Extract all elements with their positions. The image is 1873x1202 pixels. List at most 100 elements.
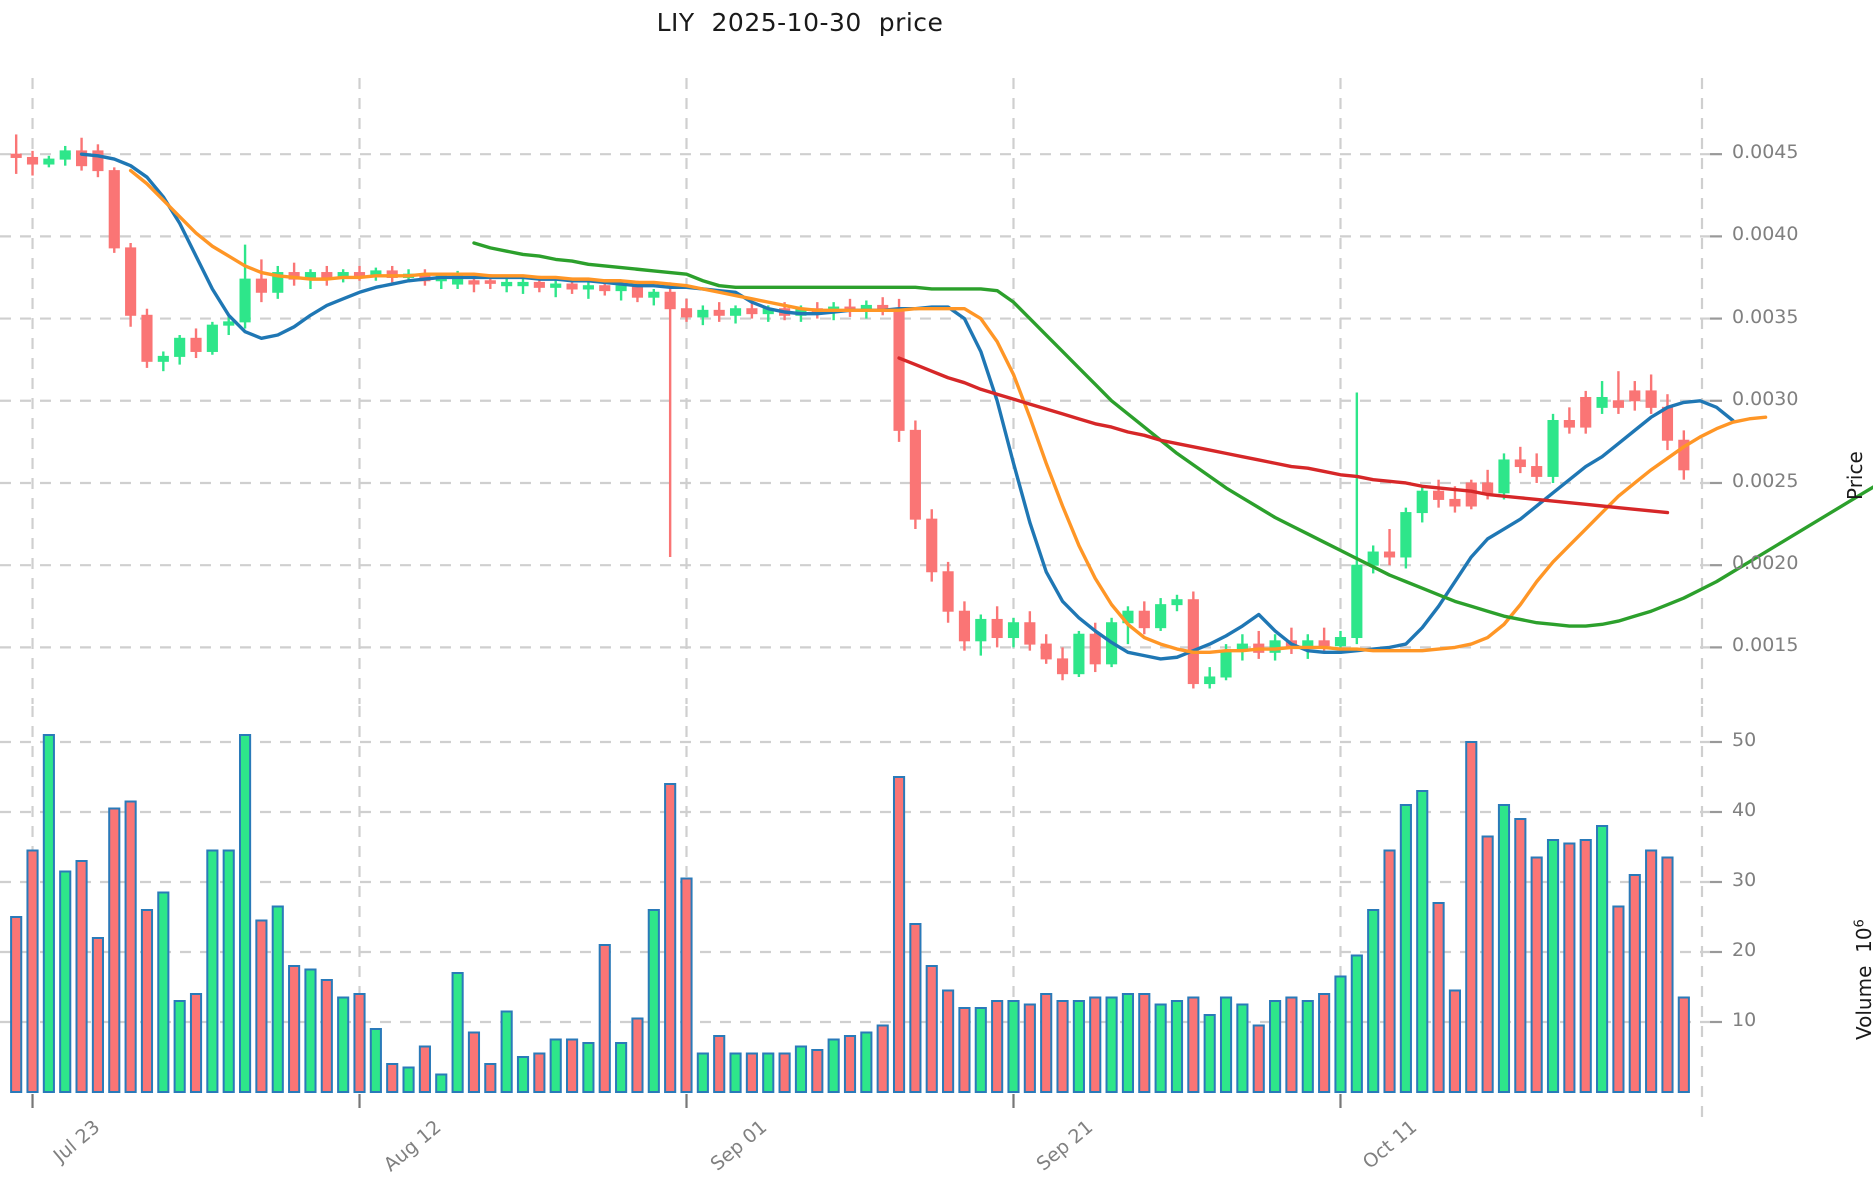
ma-line bbox=[128, 168, 1768, 655]
candle-body bbox=[1040, 643, 1052, 660]
volume-bar bbox=[974, 1007, 987, 1093]
volume-bar bbox=[1138, 993, 1151, 1093]
candle-body bbox=[1580, 396, 1592, 428]
candle-body bbox=[1433, 490, 1445, 500]
candle-body bbox=[1400, 512, 1412, 558]
volume-bar bbox=[1350, 954, 1363, 1093]
volume-bar bbox=[925, 965, 938, 1093]
volume-bar bbox=[664, 783, 677, 1093]
candle-body bbox=[501, 281, 513, 287]
volume-bar bbox=[1301, 1000, 1314, 1093]
volume-bar bbox=[1514, 818, 1527, 1093]
candle-body bbox=[1220, 650, 1232, 678]
volume-bar bbox=[1546, 839, 1560, 1093]
volume-bar bbox=[1677, 996, 1690, 1093]
volume-bar bbox=[565, 1038, 579, 1093]
volume-axis-exp: 6 bbox=[1852, 919, 1868, 928]
volume-bar bbox=[1448, 989, 1462, 1093]
volume-bar bbox=[140, 909, 154, 1093]
volume-bar bbox=[533, 1052, 546, 1093]
candle-body bbox=[239, 278, 251, 323]
volume-bar bbox=[827, 1038, 840, 1093]
volume-bar bbox=[1465, 741, 1478, 1093]
volume-tick-label: 40 bbox=[1732, 799, 1757, 821]
candle-body bbox=[1007, 622, 1020, 639]
volume-bar bbox=[860, 1031, 873, 1093]
volume-bar bbox=[1661, 856, 1674, 1093]
candle-body bbox=[255, 278, 267, 293]
candle-body bbox=[680, 308, 693, 318]
candle-body bbox=[1678, 439, 1690, 471]
volume-bar bbox=[1563, 842, 1576, 1093]
volume-bar bbox=[1416, 790, 1429, 1093]
candle-body bbox=[893, 308, 905, 431]
volume-bar bbox=[418, 1045, 431, 1093]
candle-body bbox=[958, 610, 971, 642]
candle-body bbox=[1351, 564, 1363, 639]
volume-bar bbox=[1612, 905, 1625, 1093]
volume-bar bbox=[157, 891, 170, 1093]
candle-body bbox=[991, 618, 1003, 639]
candle-body bbox=[59, 150, 71, 160]
candle-body bbox=[746, 308, 758, 315]
volume-bar bbox=[10, 916, 23, 1093]
candle-body bbox=[550, 283, 562, 288]
candle-body bbox=[1449, 498, 1461, 507]
volume-bar bbox=[484, 1063, 497, 1093]
candle-body bbox=[1073, 633, 1085, 675]
candle-body bbox=[909, 429, 921, 520]
price-tick-label: 0.0025 bbox=[1732, 469, 1799, 492]
volume-bar bbox=[1367, 909, 1380, 1093]
volume-bar bbox=[696, 1052, 709, 1093]
volume-bar bbox=[1269, 1000, 1282, 1093]
candle-body bbox=[26, 156, 39, 165]
volume-bar bbox=[1285, 996, 1298, 1093]
candle-body bbox=[664, 291, 676, 310]
volume-bar bbox=[467, 1031, 481, 1093]
volume-bar bbox=[631, 1017, 644, 1093]
candle-body bbox=[272, 272, 284, 293]
volume-bar bbox=[680, 877, 693, 1093]
volume-bar bbox=[516, 1056, 530, 1093]
volume-bar bbox=[91, 937, 104, 1093]
candle-body bbox=[631, 285, 644, 298]
volume-bar bbox=[206, 849, 219, 1093]
candle-body bbox=[1612, 400, 1624, 408]
volume-bar bbox=[1399, 804, 1412, 1093]
volume-bar bbox=[1089, 996, 1102, 1093]
volume-bar bbox=[1530, 856, 1543, 1093]
volume-bar bbox=[745, 1052, 758, 1093]
candle-body bbox=[1155, 604, 1167, 629]
volume-bar bbox=[811, 1049, 824, 1093]
candle-body bbox=[43, 158, 55, 165]
candle-body bbox=[353, 272, 366, 277]
volume-bar bbox=[386, 1063, 399, 1093]
volume-axis-label: Volume 106 bbox=[1852, 919, 1873, 1040]
volume-bar bbox=[173, 1000, 186, 1093]
candle-body bbox=[1334, 637, 1347, 647]
candle-body bbox=[1596, 396, 1608, 408]
candle-body bbox=[566, 283, 578, 290]
volume-bar bbox=[991, 1000, 1004, 1093]
volume-bar bbox=[909, 923, 922, 1093]
volume-bar bbox=[369, 1028, 382, 1093]
candle-body bbox=[697, 309, 709, 318]
volume-bar bbox=[451, 972, 464, 1093]
candle-body bbox=[1383, 551, 1396, 558]
volume-bar bbox=[794, 1045, 808, 1093]
volume-bar bbox=[1432, 902, 1445, 1093]
candle-body bbox=[206, 324, 218, 352]
volume-bar bbox=[615, 1042, 628, 1093]
candle-body bbox=[729, 308, 742, 316]
volume-bar bbox=[1040, 993, 1053, 1093]
volume-bar bbox=[1596, 825, 1609, 1093]
candle-body bbox=[1629, 390, 1641, 402]
candle-body bbox=[713, 309, 725, 316]
candle-body bbox=[125, 247, 137, 316]
volume-tick-label: 10 bbox=[1732, 1009, 1757, 1031]
volume-bar bbox=[1154, 1003, 1167, 1093]
volume-bar bbox=[582, 1042, 595, 1093]
ma-line bbox=[472, 241, 1873, 628]
volume-tick-label: 20 bbox=[1732, 939, 1757, 961]
